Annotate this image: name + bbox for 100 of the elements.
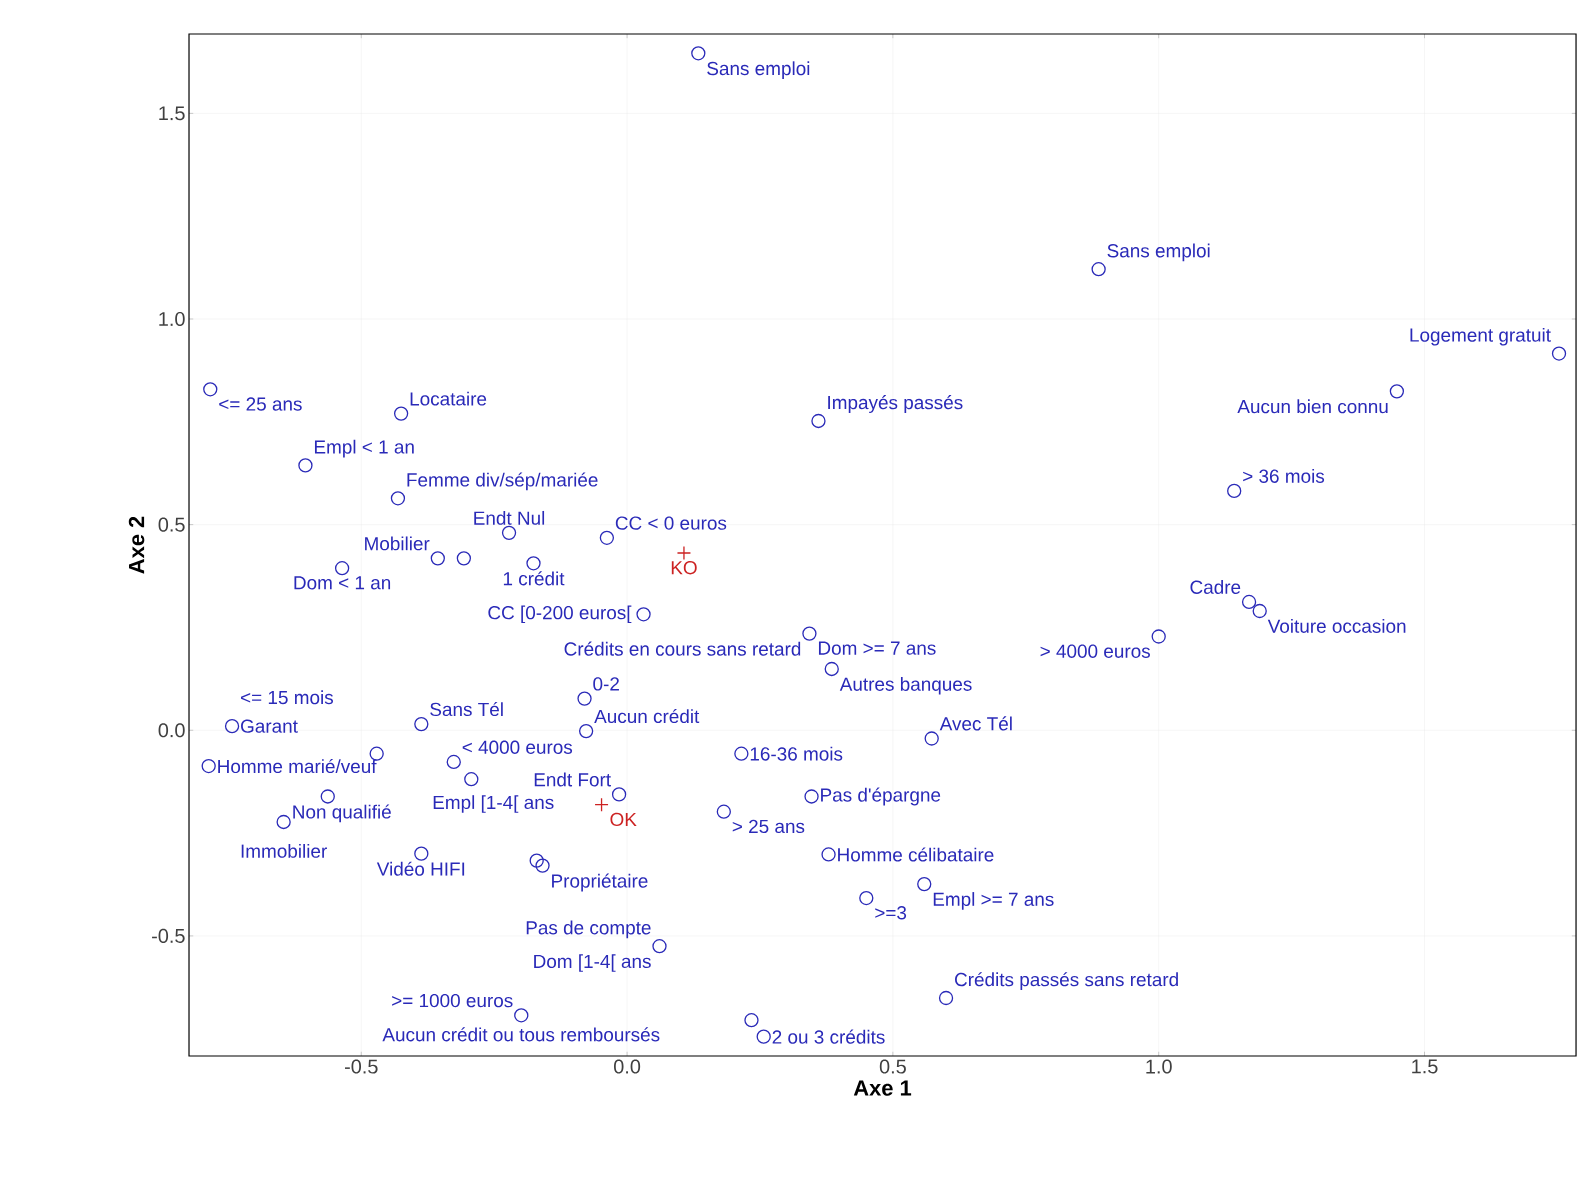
annotation: Femme div/sép/mariée (407, 472, 598, 491)
annotation: Garant (241, 719, 298, 733)
annotation: Non qualifié (293, 804, 391, 823)
point (594, 797, 609, 812)
annotation: Aucun bien connu (1237, 399, 1388, 414)
point (298, 458, 313, 473)
annotation: Homme marié/veuf (218, 758, 377, 774)
annotation: KO (671, 561, 697, 575)
annotation: Mobilier (365, 536, 430, 551)
point (821, 847, 836, 862)
annotation: Impayés passés (828, 395, 963, 413)
point (224, 719, 240, 734)
point (529, 853, 544, 868)
point (924, 731, 939, 746)
annotation: OK (610, 812, 637, 827)
point (756, 1029, 771, 1044)
point (526, 556, 541, 571)
annotation: > 4000 euros (1040, 644, 1150, 658)
annotation: Aucun crédit ou tous remboursés (382, 1027, 660, 1042)
annotation: 16-36 mois (750, 746, 843, 761)
point (1551, 346, 1567, 361)
annotation: Autres banques (839, 676, 972, 695)
annotation: CC < 0 euros (615, 516, 727, 530)
x-tick-label: 0.0 (614, 1059, 641, 1074)
annotation: Pas de compte (526, 920, 651, 939)
point (824, 661, 839, 677)
annotation: >= 1000 euros (392, 993, 513, 1008)
point (203, 382, 218, 397)
annotation: Sans emploi (1107, 243, 1210, 262)
point (811, 413, 826, 429)
annotation: 0-2 (593, 677, 619, 691)
point (456, 551, 472, 566)
point (430, 551, 445, 566)
point (201, 758, 216, 774)
annotation: CC [0-200 euros[ (488, 605, 632, 624)
annotation: Dom >= 7 ans (818, 641, 936, 655)
annotation: Logement gratuit (1410, 327, 1551, 346)
annotation: Vidéo HIFI (376, 861, 465, 876)
y-tick-label: -0.5 (152, 928, 185, 943)
annotation: <= 25 ans (219, 397, 302, 411)
annotation: Dom [1-4[ ans (534, 954, 651, 972)
point (734, 746, 749, 761)
point (501, 525, 517, 540)
point (599, 530, 615, 545)
point (802, 626, 817, 641)
annotation: Homme célibataire (838, 847, 994, 862)
point (390, 491, 406, 506)
point (446, 754, 461, 770)
point (414, 846, 429, 861)
annotation: 1 crédit (503, 571, 565, 586)
point (716, 804, 731, 819)
annotation: > 36 mois (1243, 469, 1325, 483)
point (1252, 603, 1267, 619)
point (676, 545, 692, 561)
point (1227, 483, 1242, 499)
point (464, 772, 479, 787)
point (917, 876, 932, 892)
y-tick-label: 0.0 (158, 723, 185, 738)
y-tick-label: 1.0 (159, 311, 185, 327)
point (393, 406, 409, 421)
annotation: Endt Fort (534, 772, 611, 787)
annotation: Cadre (1190, 580, 1241, 594)
annotation: Dom < 1 an (294, 576, 391, 590)
annotation: Pas d'épargne (821, 787, 941, 806)
point (577, 691, 592, 706)
point (744, 1013, 759, 1028)
annotation: > 25 ans (732, 819, 805, 834)
point (691, 46, 706, 61)
point (1241, 594, 1257, 610)
annotation: < 4000 euros (462, 740, 573, 754)
annotation: Crédits en cours sans retard (564, 641, 801, 656)
annotation: Empl [1-4[ ans (433, 795, 554, 813)
annotation: Endt Nul (474, 510, 545, 525)
y-tick-label: 0.5 (158, 517, 185, 532)
y-axis-title: Axe 2 (128, 516, 145, 574)
annotation: Empl >= 7 ans (933, 892, 1054, 910)
annotation: Empl < 1 an (314, 439, 414, 458)
point (1151, 629, 1166, 644)
annotation: Immobilier (241, 843, 327, 858)
point (804, 789, 819, 804)
x-tick-label: -0.5 (344, 1059, 378, 1074)
x-tick-label: 0.5 (879, 1059, 906, 1074)
point (938, 990, 954, 1006)
x-axis-title: Axe 1 (853, 1080, 912, 1096)
point (514, 1008, 529, 1023)
point (320, 789, 335, 804)
point (1389, 384, 1405, 399)
annotation: >=3 (875, 906, 907, 920)
point (369, 746, 384, 761)
x-tick-label: 1.0 (1146, 1059, 1172, 1074)
point (414, 716, 429, 732)
annotation: Aucun crédit (594, 708, 700, 724)
point (1091, 262, 1106, 277)
annotation: Propriétaire (552, 873, 648, 892)
point (535, 858, 550, 873)
x-tick-label: 1.5 (1412, 1059, 1438, 1074)
annotation: Avec Tél (939, 716, 1012, 731)
annotation: <= 15 mois (241, 690, 334, 705)
point (276, 814, 291, 830)
annotation: Locataire (410, 391, 487, 406)
